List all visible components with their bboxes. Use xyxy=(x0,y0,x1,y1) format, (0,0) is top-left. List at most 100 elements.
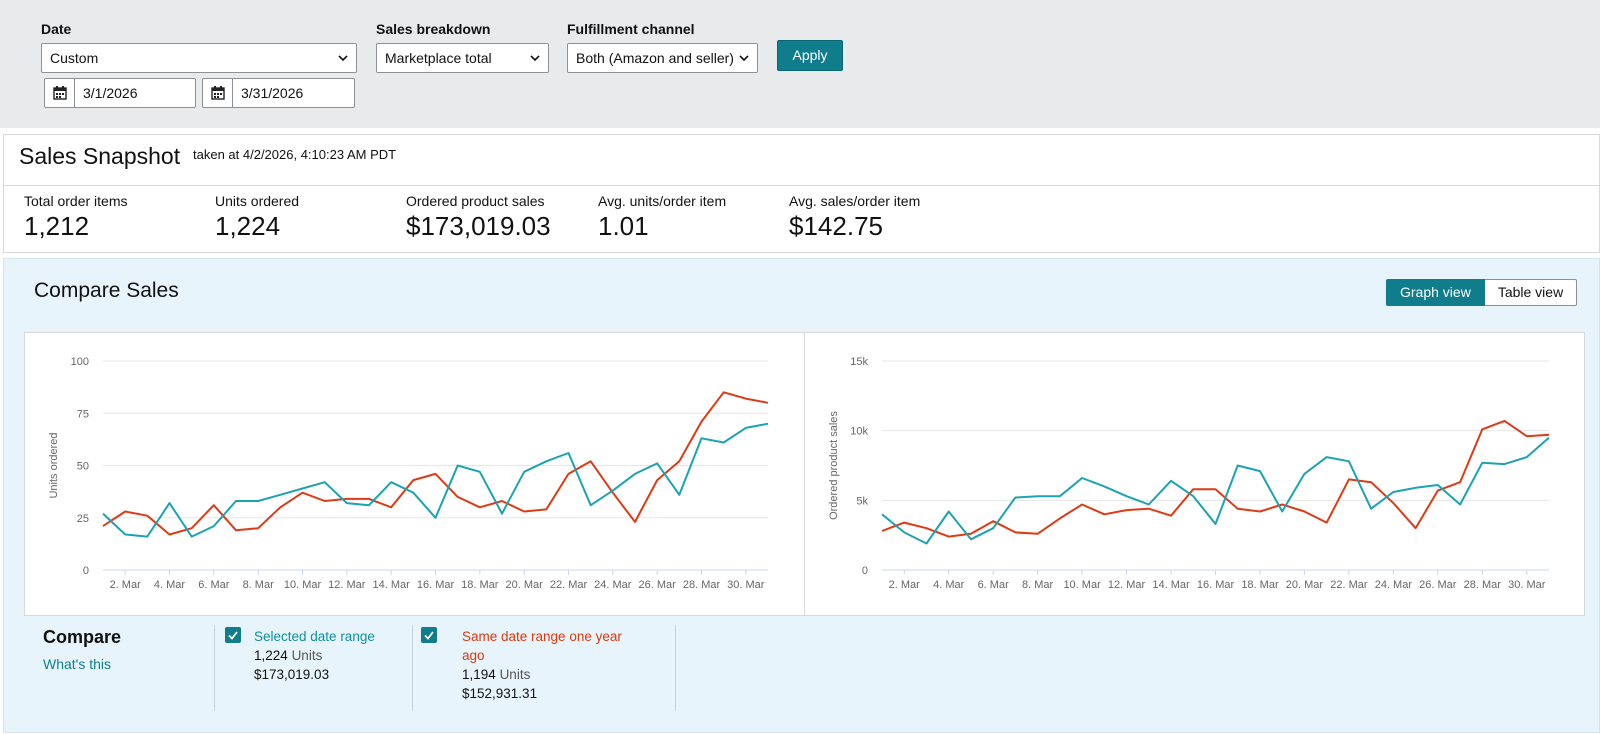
y-tick-label: 5k xyxy=(856,495,868,507)
fulfillment-channel-label: Fulfillment channel xyxy=(567,21,695,37)
x-tick-label: 4. Mar xyxy=(933,579,965,591)
x-tick-label: 20. Mar xyxy=(506,579,544,591)
metric-value: 1,212 xyxy=(24,211,90,241)
x-tick-label: 22. Mar xyxy=(550,579,588,591)
checkmark-icon xyxy=(424,631,434,640)
metric-avg-units-order-item: Avg. units/order item 1.01 xyxy=(598,193,726,242)
x-tick-label: 30. Mar xyxy=(1508,579,1546,591)
y-tick-label: 100 xyxy=(71,356,89,368)
units-ordered-chart: 0 25 50 75 100 2. Mar 4. Mar 6. Mar 8. Mar 10. Ma… xyxy=(48,356,769,591)
metric-value: 1.01 xyxy=(598,211,649,241)
metric-value: $173,019.03 xyxy=(406,211,551,241)
x-tick-label: 2. Mar xyxy=(110,579,142,591)
ordered-product-sales-chart: 0 5k 10k 15k 2. Mar 4. Mar 6. Mar 8. Mar 10. Mar… xyxy=(828,356,1550,591)
calendar-icon[interactable] xyxy=(203,79,233,107)
previous-range-sales: $152,931.31 xyxy=(462,686,538,701)
date-range-value: Custom xyxy=(50,50,99,66)
view-toggle: Graph view Table view xyxy=(1386,279,1578,306)
x-tick-label: 8. Mar xyxy=(1022,579,1054,591)
compare-sales-title: Compare Sales xyxy=(34,279,179,302)
legend-separator xyxy=(214,625,215,711)
previous-range-legend: Same date range one year ago 1,194 Units… xyxy=(462,627,632,703)
units-word: Units xyxy=(499,667,531,682)
fulfillment-channel-select[interactable]: Both (Amazon and seller) xyxy=(567,43,758,73)
x-tick-label: 18. Mar xyxy=(461,579,499,591)
whats-this-link[interactable]: What's this xyxy=(43,656,112,672)
x-tick-label: 4. Mar xyxy=(154,579,186,591)
x-tick-label: 30. Mar xyxy=(727,579,765,591)
x-tick-label: 12. Mar xyxy=(1108,579,1146,591)
selected-range-units: 1,224 xyxy=(254,648,288,663)
sales-series-line-selected[interactable] xyxy=(881,436,1550,545)
x-tick-label: 18. Mar xyxy=(1241,579,1279,591)
chevron-down-icon xyxy=(530,55,540,62)
sales-series-line-previous[interactable] xyxy=(881,419,1550,538)
x-tick-label: 6. Mar xyxy=(198,579,230,591)
x-tick-label: 24. Mar xyxy=(594,579,632,591)
y-tick-label: 0 xyxy=(83,565,89,577)
y-tick-label: 10k xyxy=(850,426,868,438)
x-tick-label: 24. Mar xyxy=(1375,579,1413,591)
chart-divider xyxy=(804,333,805,615)
metric-label: Ordered product sales xyxy=(406,193,545,209)
x-tick-label: 10. Mar xyxy=(1063,579,1101,591)
sales-breakdown-label: Sales breakdown xyxy=(376,21,491,37)
charts-container: 0 25 50 75 100 2. Mar 4. Mar 6. Mar 8. Mar 10. Ma… xyxy=(24,332,1585,616)
apply-button[interactable]: Apply xyxy=(777,40,843,71)
units-series-line-previous[interactable] xyxy=(102,391,769,536)
metric-units-ordered: Units ordered 1,224 xyxy=(215,193,299,242)
chevron-down-icon xyxy=(338,55,348,62)
compare-legend-title: Compare xyxy=(43,627,122,647)
y-axis-label: Ordered product sales xyxy=(828,411,840,520)
y-tick-label: 15k xyxy=(850,356,868,368)
x-tick-label: 26. Mar xyxy=(639,579,677,591)
x-tick-label: 10. Mar xyxy=(284,579,322,591)
metric-label: Avg. units/order item xyxy=(598,193,727,209)
metric-value: $142.75 xyxy=(789,211,883,241)
sales-breakdown-select[interactable]: Marketplace total xyxy=(376,43,549,73)
selected-range-legend: Selected date range 1,224 Units $173,019… xyxy=(254,627,394,684)
metric-avg-sales-order-item: Avg. sales/order item $142.75 xyxy=(789,193,920,242)
metric-total-order-items: Total order items 1,212 xyxy=(24,193,127,242)
units-series-line-selected[interactable] xyxy=(102,422,769,538)
compare-legend: Compare What's this Selected date range … xyxy=(4,619,1599,734)
x-tick-label: 14. Mar xyxy=(1152,579,1190,591)
calendar-icon[interactable] xyxy=(45,79,75,107)
date-range-select[interactable]: Custom xyxy=(41,43,357,73)
sales-snapshot-panel: Sales Snapshot taken at 4/2/2026, 4:10:2… xyxy=(3,134,1600,253)
graph-view-button[interactable]: Graph view xyxy=(1386,279,1485,306)
x-tick-label: 12. Mar xyxy=(328,579,366,591)
snapshot-timestamp: taken at 4/2/2026, 4:10:23 AM PDT xyxy=(193,147,397,162)
y-axis-label: Units ordered xyxy=(48,432,60,498)
y-tick-label: 75 xyxy=(77,408,89,420)
units-word: Units xyxy=(291,648,323,663)
fulfillment-channel-value: Both (Amazon and seller) xyxy=(576,50,734,66)
x-tick-label: 28. Mar xyxy=(1464,579,1502,591)
checkmark-icon xyxy=(228,631,238,640)
start-date-field[interactable]: 3/1/2026 xyxy=(44,78,196,108)
metric-label: Total order items xyxy=(24,193,128,209)
previous-range-units: 1,194 xyxy=(462,667,496,682)
end-date-field[interactable]: 3/31/2026 xyxy=(202,78,355,108)
x-tick-label: 28. Mar xyxy=(683,579,721,591)
x-tick-label: 22. Mar xyxy=(1330,579,1368,591)
x-tick-label: 16. Mar xyxy=(1197,579,1235,591)
legend-separator xyxy=(675,625,676,711)
y-tick-label: 50 xyxy=(77,461,89,473)
table-view-button[interactable]: Table view xyxy=(1484,279,1578,306)
start-date-value: 3/1/2026 xyxy=(83,85,138,101)
x-tick-label: 8. Mar xyxy=(243,579,275,591)
x-tick-label: 20. Mar xyxy=(1286,579,1324,591)
end-date-value: 3/31/2026 xyxy=(241,85,304,101)
previous-range-name: Same date range one year ago xyxy=(462,629,622,663)
legend-separator xyxy=(412,625,413,711)
compare-sales-panel: Compare Sales Graph view Table view 0 25 5… xyxy=(3,258,1600,733)
date-label: Date xyxy=(41,21,72,37)
metric-label: Avg. sales/order item xyxy=(789,193,921,209)
snapshot-header: Sales Snapshot taken at 4/2/2026, 4:10:2… xyxy=(4,135,1599,186)
previous-range-checkbox[interactable] xyxy=(421,627,437,643)
y-tick-label: 0 xyxy=(862,565,868,577)
y-tick-label: 25 xyxy=(77,513,89,525)
selected-range-checkbox[interactable] xyxy=(225,627,241,643)
snapshot-title: Sales Snapshot xyxy=(19,143,181,169)
